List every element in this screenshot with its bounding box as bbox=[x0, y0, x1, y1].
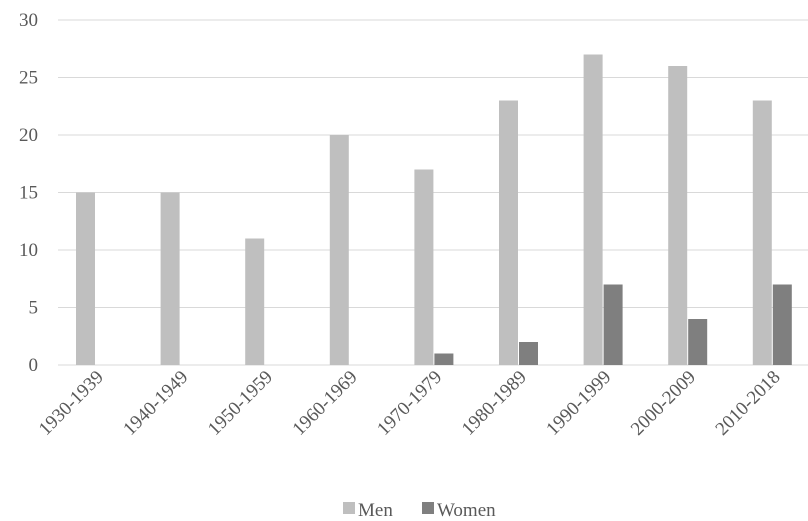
x-tick-label: 1940-1949 bbox=[119, 367, 192, 440]
y-tick-label: 0 bbox=[29, 355, 39, 376]
x-tick-label: 1980-1989 bbox=[458, 367, 531, 440]
bar-men-1960-1969 bbox=[329, 135, 349, 365]
y-tick-label: 25 bbox=[19, 68, 38, 89]
x-tick-label: 1970-1979 bbox=[373, 367, 446, 440]
bar-men-1930-1939 bbox=[76, 192, 95, 365]
x-tick-label: 2010-2018 bbox=[712, 367, 785, 440]
y-axis-tick-labels: 0 5 10 15 20 25 30 bbox=[19, 10, 38, 376]
bar-men-2000-2009 bbox=[668, 66, 688, 365]
x-tick-label: 1990-1999 bbox=[542, 367, 615, 440]
y-tick-label: 10 bbox=[19, 240, 38, 261]
y-tick-label: 30 bbox=[19, 10, 38, 31]
bar-men-2010-2018 bbox=[752, 100, 772, 365]
bars bbox=[76, 54, 792, 365]
y-tick-label: 5 bbox=[29, 298, 39, 319]
bar-women-1990-1999 bbox=[603, 284, 623, 365]
legend-swatch-men bbox=[343, 502, 355, 514]
bar-men-1950-1959 bbox=[245, 238, 265, 365]
y-tick-label: 15 bbox=[19, 183, 38, 204]
bar-women-2000-2009 bbox=[688, 319, 708, 365]
x-axis-tick-labels: 1930-1939 1940-1949 1950-1959 1960-1969 1970… bbox=[35, 367, 785, 440]
bar-women-2010-2018 bbox=[772, 284, 792, 365]
x-tick-label: 1950-1959 bbox=[204, 367, 277, 440]
bar-women-1970-1979 bbox=[434, 353, 454, 365]
bar-men-1990-1999 bbox=[583, 54, 603, 365]
bar-men-1980-1989 bbox=[499, 100, 518, 365]
x-tick-label: 1930-1939 bbox=[35, 367, 108, 440]
legend: Men Women bbox=[343, 500, 496, 521]
bar-women-1980-1989 bbox=[519, 342, 538, 365]
legend-swatch-women bbox=[422, 502, 434, 514]
y-tick-label: 20 bbox=[19, 125, 38, 146]
bar-men-1970-1979 bbox=[414, 169, 434, 365]
x-tick-label: 1960-1969 bbox=[289, 367, 362, 440]
x-tick-label: 2000-2009 bbox=[627, 367, 700, 440]
legend-label-men: Men bbox=[358, 500, 393, 521]
bar-men-1940-1949 bbox=[160, 192, 180, 365]
legend-label-women: Women bbox=[437, 500, 496, 521]
